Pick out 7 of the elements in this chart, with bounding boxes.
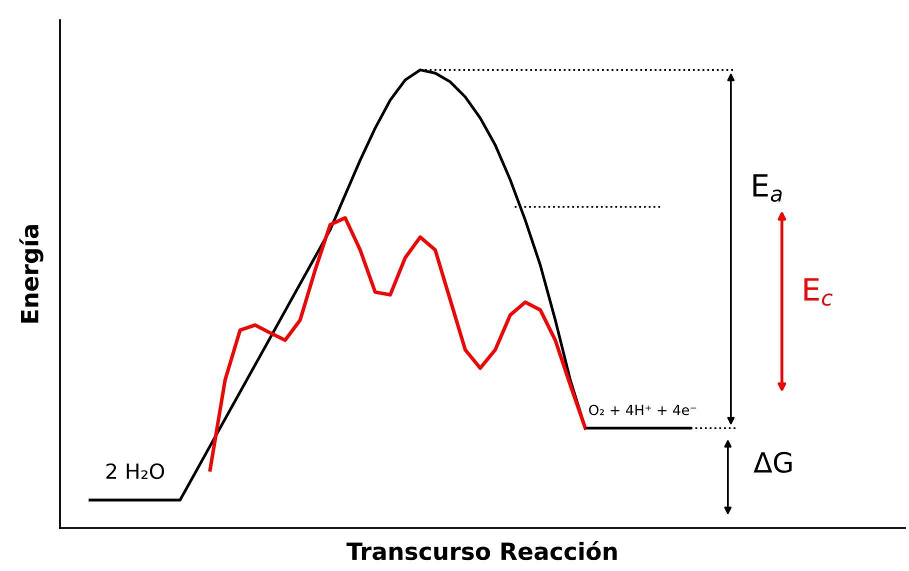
text: E$_{a}$: [753, 174, 782, 202]
x-axis-title: Transcurso Reacción: [346, 540, 617, 560]
annotation: 2 H₂O: [106, 463, 164, 480]
y-axis-title: Energía: [19, 225, 44, 323]
text: E$_{c}$: [804, 278, 833, 306]
annotation: O₂ + 4H⁺ + 4e⁻: [589, 404, 696, 416]
text: ΔG: [754, 452, 792, 473]
